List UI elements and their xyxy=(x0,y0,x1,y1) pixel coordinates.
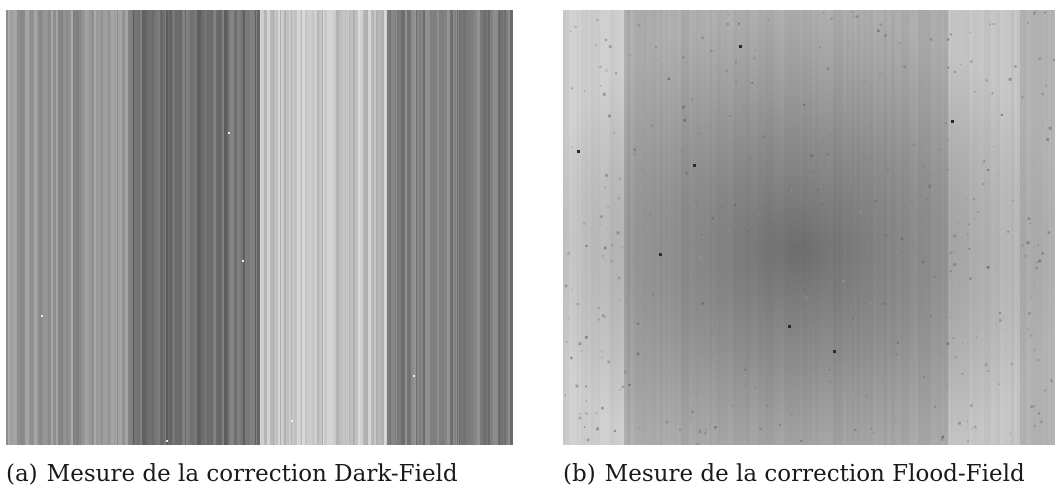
dark-field-image xyxy=(6,10,513,445)
subfigure-label-b: (b) xyxy=(563,461,596,487)
caption-text-a: Mesure de la correction Dark-Field xyxy=(46,461,458,487)
figure-flood-field: (b) Mesure de la correction Flood-Field xyxy=(563,10,1055,487)
caption-text-b: Mesure de la correction Flood-Field xyxy=(604,461,1025,487)
caption-dark-field: (a) Mesure de la correction Dark-Field xyxy=(6,459,458,489)
flood-field-image xyxy=(563,10,1055,445)
figure-dark-field: (a) Mesure de la correction Dark-Field xyxy=(6,10,513,487)
caption-flood-field: (b) Mesure de la correction Flood-Field xyxy=(563,459,1025,489)
subfigure-label-a: (a) xyxy=(6,461,38,487)
